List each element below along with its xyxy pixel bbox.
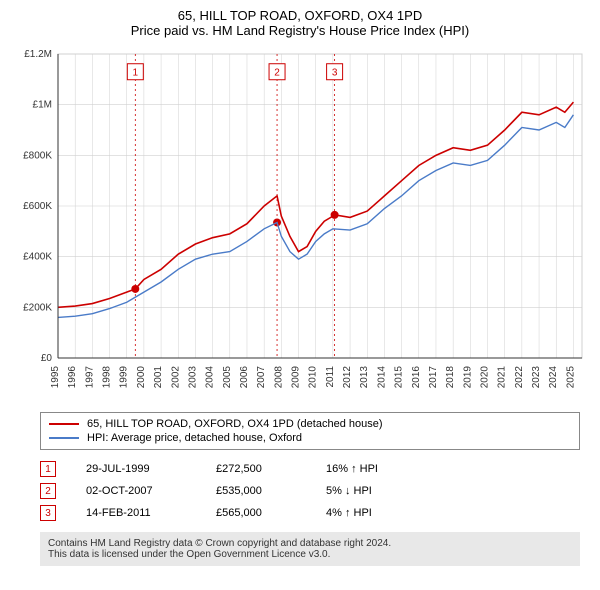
chart-svg: £0 £200K £400K £600K £800K £1M £1.2M 1995 1996 19… (10, 46, 590, 406)
svg-text:2000: 2000 (136, 366, 147, 389)
transaction-date: 14-FEB-2011 (86, 507, 186, 519)
footer: Contains HM Land Registry data © Crown c… (40, 532, 580, 566)
legend-item: HPI: Average price, detached house, Oxfo… (49, 431, 571, 445)
legend-label: 65, HILL TOP ROAD, OXFORD, OX4 1PD (deta… (87, 418, 383, 430)
transaction-row: 3 14-FEB-2011 £565,000 4% ↑ HPI (40, 502, 580, 524)
transaction-delta: 16% ↑ HPI (326, 463, 406, 475)
svg-text:1996: 1996 (67, 366, 78, 389)
transaction-badge: 1 (40, 461, 56, 477)
transaction-row: 1 29-JUL-1999 £272,500 16% ↑ HPI (40, 458, 580, 480)
transaction-price: £272,500 (216, 463, 296, 475)
legend-label: HPI: Average price, detached house, Oxfo… (87, 432, 302, 444)
svg-text:2016: 2016 (411, 366, 422, 389)
svg-text:2013: 2013 (359, 366, 370, 389)
transaction-price: £565,000 (216, 507, 296, 519)
svg-text:2002: 2002 (170, 366, 181, 389)
svg-text:2011: 2011 (325, 366, 336, 388)
footer-line-2: This data is licensed under the Open Gov… (48, 549, 572, 560)
transaction-delta: 5% ↓ HPI (326, 485, 406, 497)
chart: £0 £200K £400K £600K £800K £1M £1.2M 1995 1996 19… (10, 46, 590, 406)
svg-text:3: 3 (332, 68, 338, 79)
legend-swatch (49, 423, 79, 425)
transaction-price: £535,000 (216, 485, 296, 497)
svg-text:2017: 2017 (428, 366, 439, 389)
transaction-row: 2 02-OCT-2007 £535,000 5% ↓ HPI (40, 480, 580, 502)
svg-text:£1.2M: £1.2M (24, 49, 52, 60)
subtitle: Price paid vs. HM Land Registry's House … (10, 23, 590, 38)
svg-text:2003: 2003 (187, 366, 198, 389)
svg-text:£600K: £600K (23, 201, 52, 212)
title-block: 65, HILL TOP ROAD, OXFORD, OX4 1PD Price… (10, 8, 590, 38)
svg-text:2021: 2021 (497, 366, 508, 389)
svg-text:£800K: £800K (23, 150, 52, 161)
svg-text:2007: 2007 (256, 366, 267, 389)
transaction-badge: 2 (40, 483, 56, 499)
svg-text:2018: 2018 (445, 366, 456, 389)
transaction-date: 02-OCT-2007 (86, 485, 186, 497)
legend: 65, HILL TOP ROAD, OXFORD, OX4 1PD (deta… (40, 412, 580, 450)
svg-text:2024: 2024 (548, 366, 559, 389)
svg-text:2008: 2008 (273, 366, 284, 389)
svg-text:1999: 1999 (119, 366, 130, 389)
transaction-delta: 4% ↑ HPI (326, 507, 406, 519)
svg-text:2001: 2001 (153, 366, 164, 389)
svg-text:£400K: £400K (23, 252, 52, 263)
svg-text:2019: 2019 (462, 366, 473, 389)
legend-swatch (49, 437, 79, 439)
svg-text:2025: 2025 (565, 366, 576, 389)
svg-text:2004: 2004 (205, 366, 216, 389)
svg-text:£200K: £200K (23, 302, 52, 313)
transaction-badge: 3 (40, 505, 56, 521)
svg-text:£1M: £1M (33, 100, 52, 111)
svg-text:2023: 2023 (531, 366, 542, 389)
title: 65, HILL TOP ROAD, OXFORD, OX4 1PD (10, 8, 590, 23)
footer-line-1: Contains HM Land Registry data © Crown c… (48, 538, 572, 549)
svg-text:1995: 1995 (50, 366, 61, 389)
legend-item: 65, HILL TOP ROAD, OXFORD, OX4 1PD (deta… (49, 417, 571, 431)
svg-text:1998: 1998 (102, 366, 113, 389)
svg-text:2020: 2020 (480, 366, 491, 389)
transactions-table: 1 29-JUL-1999 £272,500 16% ↑ HPI 2 02-OCT-200… (40, 458, 580, 524)
svg-text:1997: 1997 (84, 366, 95, 389)
svg-text:2010: 2010 (308, 366, 319, 389)
svg-text:2005: 2005 (222, 366, 233, 389)
svg-text:2012: 2012 (342, 366, 353, 389)
chart-container: 65, HILL TOP ROAD, OXFORD, OX4 1PD Price… (0, 0, 600, 574)
svg-text:2014: 2014 (376, 366, 387, 389)
svg-text:2015: 2015 (394, 366, 405, 389)
svg-text:2006: 2006 (239, 366, 250, 389)
svg-text:£0: £0 (41, 353, 53, 364)
svg-text:1: 1 (133, 68, 139, 79)
svg-text:2009: 2009 (291, 366, 302, 389)
svg-text:2022: 2022 (514, 366, 525, 389)
svg-text:2: 2 (274, 68, 280, 79)
transaction-date: 29-JUL-1999 (86, 463, 186, 475)
